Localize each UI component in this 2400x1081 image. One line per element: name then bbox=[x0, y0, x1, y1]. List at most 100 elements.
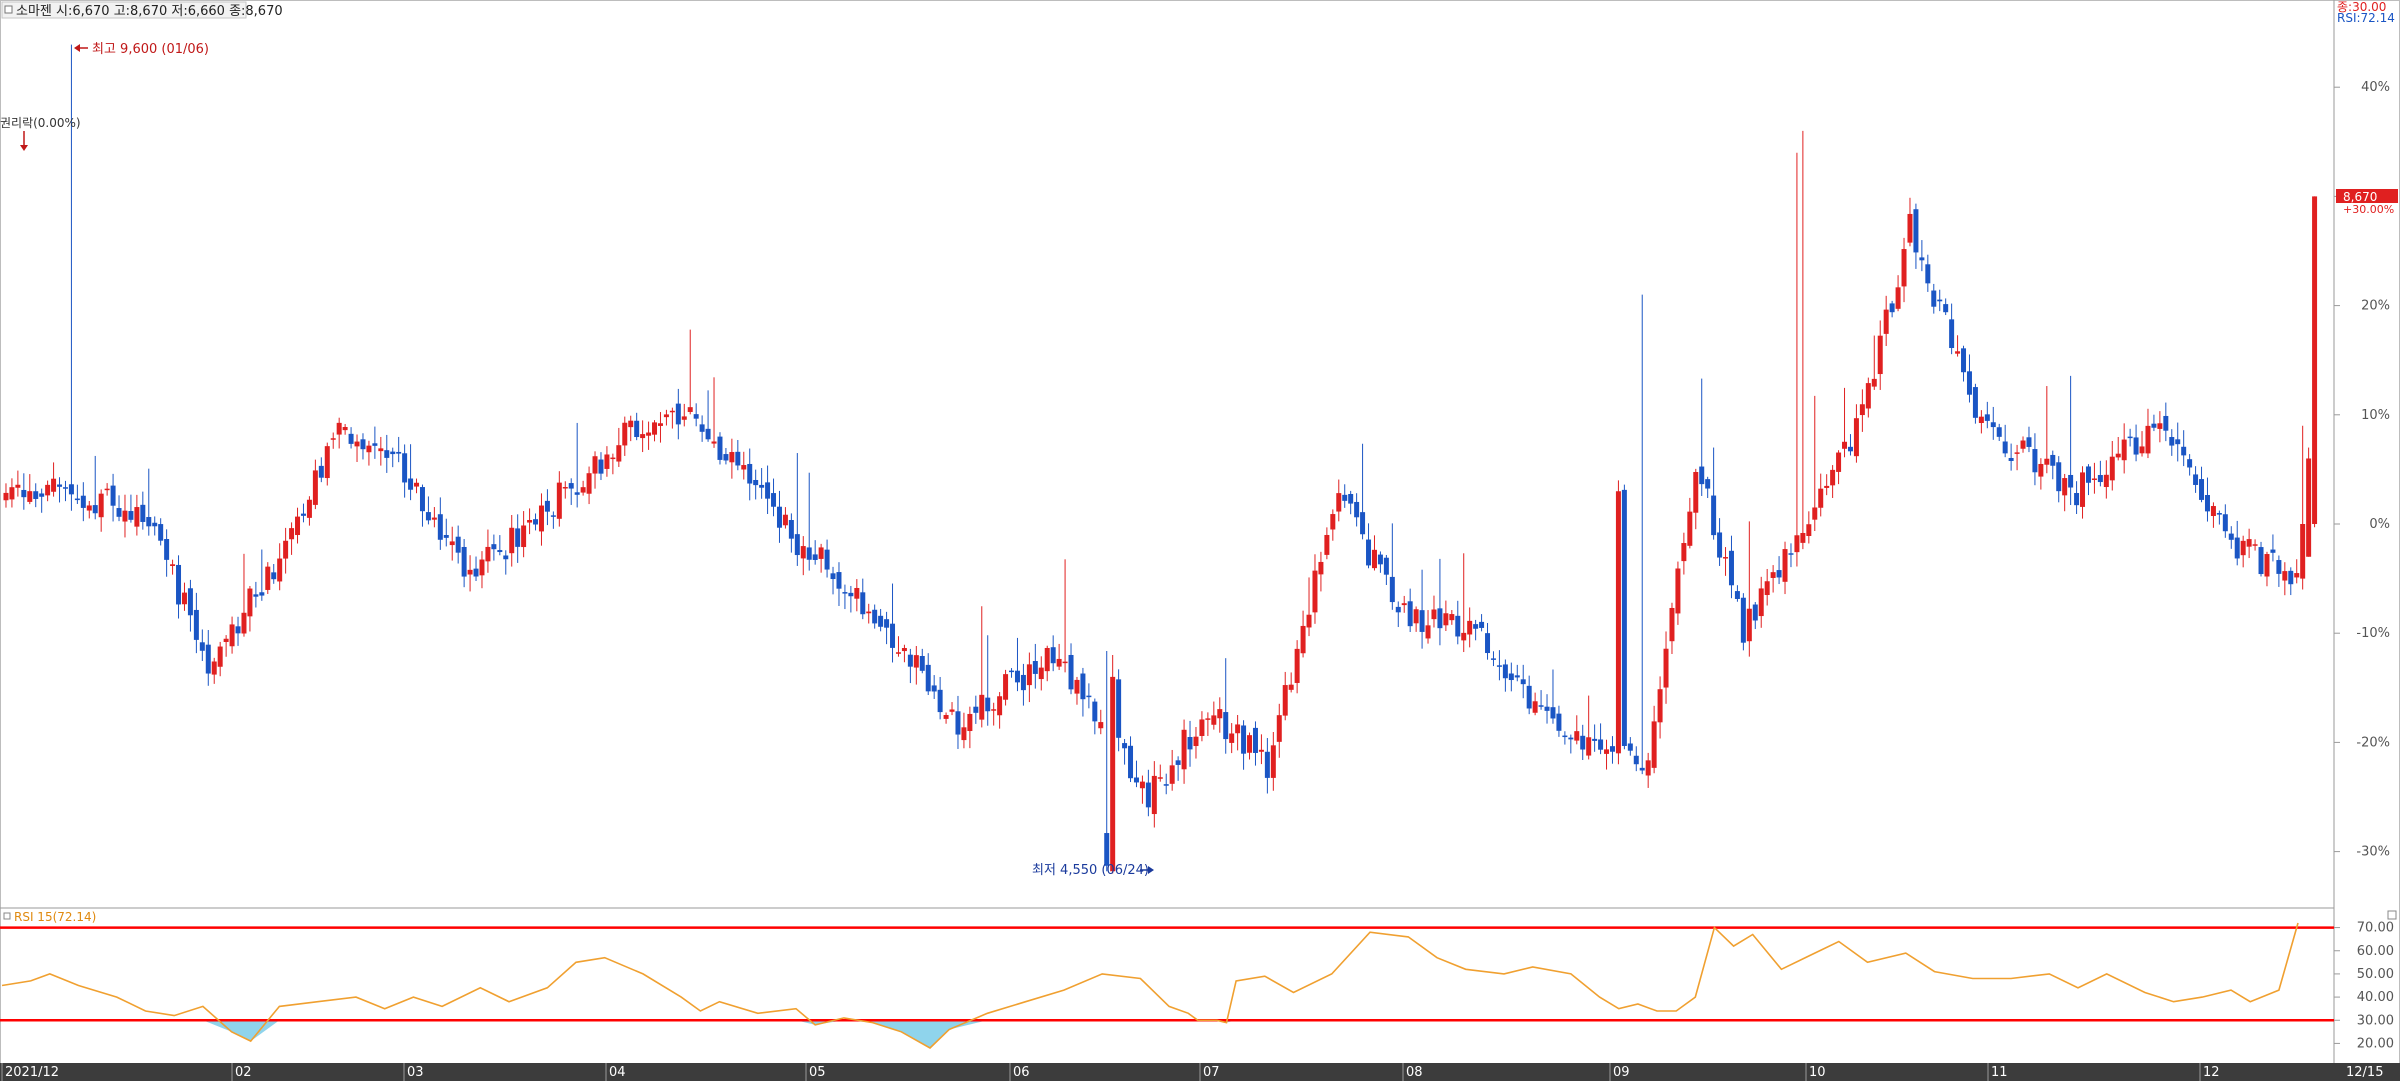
candle-body[interactable] bbox=[1770, 572, 1776, 578]
candle-body[interactable] bbox=[354, 441, 360, 447]
candle-body[interactable] bbox=[753, 479, 759, 486]
candle-body[interactable] bbox=[2115, 453, 2121, 458]
candle-body[interactable] bbox=[2276, 560, 2282, 574]
candle-body[interactable] bbox=[2085, 466, 2091, 483]
candle-body[interactable] bbox=[277, 558, 283, 582]
candle-body[interactable] bbox=[408, 478, 414, 490]
candle-body[interactable] bbox=[271, 572, 277, 580]
candle-body[interactable] bbox=[1604, 749, 1610, 754]
candle-body[interactable] bbox=[1669, 607, 1675, 642]
candle-body[interactable] bbox=[2038, 463, 2044, 477]
candle-body[interactable] bbox=[306, 499, 312, 518]
candle-body[interactable] bbox=[128, 511, 134, 520]
candle-body[interactable] bbox=[300, 513, 306, 516]
candle-body[interactable] bbox=[1907, 213, 1913, 243]
candle-body[interactable] bbox=[2139, 446, 2145, 454]
candle-body[interactable] bbox=[2044, 458, 2050, 465]
candle-body[interactable] bbox=[265, 566, 271, 590]
candle-body[interactable] bbox=[1348, 494, 1354, 504]
candle-body[interactable] bbox=[170, 564, 176, 566]
candle-body[interactable] bbox=[1978, 416, 1984, 424]
candle-body[interactable] bbox=[699, 424, 705, 432]
candle-body[interactable] bbox=[979, 694, 985, 720]
candle-body[interactable] bbox=[2163, 415, 2169, 431]
candle-body[interactable] bbox=[1128, 745, 1134, 779]
candle-body[interactable] bbox=[675, 403, 681, 425]
candle-body[interactable] bbox=[1151, 775, 1157, 815]
candle-body[interactable] bbox=[1687, 511, 1693, 546]
candle-body[interactable] bbox=[1026, 664, 1032, 686]
candle-body[interactable] bbox=[1366, 539, 1372, 566]
candle-body[interactable] bbox=[1615, 491, 1621, 754]
candle-body[interactable] bbox=[2091, 478, 2097, 480]
candle-body[interactable] bbox=[961, 727, 967, 741]
candle-body[interactable] bbox=[1371, 549, 1377, 569]
candle-body[interactable] bbox=[2133, 437, 2139, 455]
candle-body[interactable] bbox=[622, 422, 628, 446]
candle-body[interactable] bbox=[1514, 675, 1520, 678]
candle-body[interactable] bbox=[15, 484, 21, 488]
candle-body[interactable] bbox=[1110, 676, 1116, 872]
candle-body[interactable] bbox=[943, 715, 949, 719]
candle-body[interactable] bbox=[1830, 469, 1836, 486]
candle-body[interactable] bbox=[1312, 570, 1318, 613]
candle-body[interactable] bbox=[1288, 684, 1294, 690]
candlesticks[interactable] bbox=[3, 44, 2318, 874]
candle-body[interactable] bbox=[1467, 620, 1473, 635]
candle-body[interactable] bbox=[1657, 689, 1663, 723]
candle-body[interactable] bbox=[1157, 777, 1163, 779]
candle-body[interactable] bbox=[1913, 209, 1919, 253]
candle-body[interactable] bbox=[1526, 685, 1532, 709]
candle-body[interactable] bbox=[931, 685, 937, 692]
candle-body[interactable] bbox=[1961, 348, 1967, 373]
candle-body[interactable] bbox=[2240, 540, 2246, 556]
candle-body[interactable] bbox=[824, 549, 830, 570]
candle-body[interactable] bbox=[1163, 784, 1169, 786]
candle-body[interactable] bbox=[2264, 554, 2270, 577]
candle-body[interactable] bbox=[1461, 632, 1467, 641]
candle-body[interactable] bbox=[1502, 664, 1508, 679]
candle-body[interactable] bbox=[652, 422, 658, 435]
candle-body[interactable] bbox=[2204, 495, 2210, 512]
candle-body[interactable] bbox=[2181, 446, 2187, 456]
candle-body[interactable] bbox=[1824, 485, 1830, 488]
candle-body[interactable] bbox=[205, 644, 211, 674]
candle-body[interactable] bbox=[1865, 383, 1871, 409]
candle-body[interactable] bbox=[2222, 514, 2228, 532]
candle-body[interactable] bbox=[1104, 833, 1110, 866]
candle-body[interactable] bbox=[1413, 609, 1419, 624]
candle-body[interactable] bbox=[2062, 478, 2068, 496]
price-panel[interactable]: 40%30%20%10%0%-10%-20%-30% bbox=[0, 0, 2390, 1063]
candle-body[interactable] bbox=[1229, 733, 1235, 743]
candle-body[interactable] bbox=[2270, 549, 2276, 553]
candle-body[interactable] bbox=[485, 546, 491, 562]
candle-body[interactable] bbox=[1252, 727, 1258, 753]
candle-body[interactable] bbox=[747, 463, 753, 484]
candle-body[interactable] bbox=[890, 623, 896, 648]
candle-body[interactable] bbox=[884, 619, 890, 628]
candle-body[interactable] bbox=[1294, 648, 1300, 683]
candle-body[interactable] bbox=[1092, 701, 1098, 722]
candle-body[interactable] bbox=[1133, 777, 1139, 783]
candle-body[interactable] bbox=[693, 414, 699, 419]
candle-body[interactable] bbox=[33, 491, 39, 499]
candle-body[interactable] bbox=[1258, 749, 1264, 752]
candle-body[interactable] bbox=[1437, 608, 1443, 629]
candle-body[interactable] bbox=[443, 535, 449, 538]
candle-body[interactable] bbox=[1883, 309, 1889, 334]
candle-body[interactable] bbox=[2103, 474, 2109, 488]
candle-body[interactable] bbox=[2080, 472, 2086, 507]
candle-body[interactable] bbox=[812, 554, 818, 560]
candle-body[interactable] bbox=[1276, 715, 1282, 742]
candle-body[interactable] bbox=[1586, 737, 1592, 756]
candle-body[interactable] bbox=[687, 407, 693, 412]
candle-body[interactable] bbox=[366, 445, 372, 453]
candle-body[interactable] bbox=[1336, 493, 1342, 512]
candle-body[interactable] bbox=[164, 539, 170, 560]
candle-body[interactable] bbox=[1877, 335, 1883, 375]
candle-body[interactable] bbox=[199, 642, 205, 651]
candle-body[interactable] bbox=[1419, 610, 1425, 632]
candle-body[interactable] bbox=[735, 451, 741, 466]
candle-body[interactable] bbox=[74, 498, 80, 501]
candle-body[interactable] bbox=[2210, 506, 2216, 517]
